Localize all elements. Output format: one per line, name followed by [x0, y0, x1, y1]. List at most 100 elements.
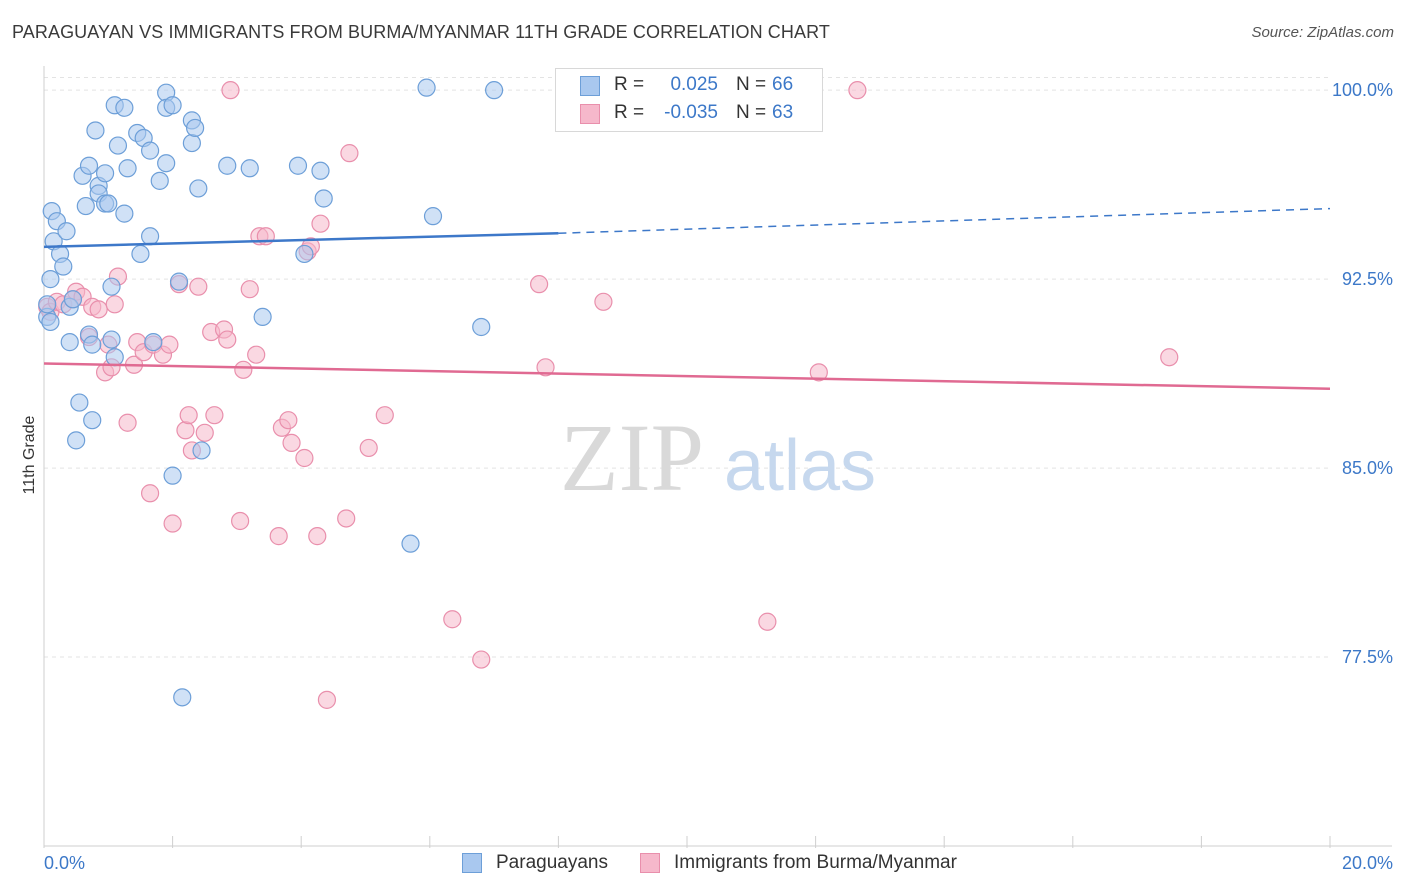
- burma-point: [189, 277, 208, 296]
- paraguayans-point: [60, 333, 79, 352]
- paraguayans-point: [115, 204, 134, 223]
- paraguayans-point: [41, 270, 60, 289]
- burma-point: [472, 650, 491, 669]
- n-label: N =: [736, 74, 767, 95]
- pink-swatch: [580, 104, 600, 124]
- paraguayans-point: [253, 307, 272, 327]
- y-tick-label: 85.0%: [1342, 458, 1393, 478]
- burma-point: [279, 411, 298, 430]
- burma-point: [536, 358, 555, 377]
- x-tick-label: 0.0%: [44, 853, 85, 873]
- paraguayans-point: [41, 312, 60, 332]
- paraguayans-point: [76, 196, 95, 216]
- stats-row-paraguayans: R = 0.025 N = 66: [556, 73, 822, 99]
- burma-point: [247, 345, 266, 364]
- burma-point: [105, 295, 124, 314]
- r-label: R =: [614, 74, 645, 95]
- chart-title: PARAGUAYAN VS IMMIGRANTS FROM BURMA/MYAN…: [12, 22, 830, 42]
- paraguayans-point: [472, 317, 491, 337]
- burma-point: [375, 406, 394, 425]
- burma-point: [317, 690, 337, 709]
- watermark-atlas: atlas: [724, 426, 876, 506]
- burma-point: [269, 527, 288, 546]
- burma-point: [308, 527, 327, 546]
- burma-point: [160, 335, 179, 354]
- paraguayans-point: [189, 179, 208, 198]
- paraguayans-point: [102, 277, 121, 296]
- trend-lines: [43, 207, 1331, 390]
- series-paraguayans-points: [38, 78, 504, 707]
- burma-point: [179, 406, 198, 425]
- paraguayans-point: [157, 154, 176, 173]
- y-tick-label: 92.5%: [1342, 269, 1393, 289]
- y-tick-label: 100.0%: [1332, 80, 1393, 100]
- burma-trend-line: [43, 362, 1331, 390]
- paraguayans-point: [38, 295, 57, 314]
- paraguayans-point: [95, 164, 115, 183]
- burma-point: [282, 433, 301, 452]
- paraguayans-trend-line: [43, 232, 559, 249]
- burma-point: [163, 514, 182, 533]
- burma-point: [295, 448, 314, 468]
- paraguayans-point: [131, 244, 150, 264]
- paraguayans-point: [186, 118, 205, 138]
- paraguayans-point: [63, 290, 83, 309]
- blue-swatch: [462, 853, 482, 873]
- paraguayans-point: [163, 96, 182, 115]
- burma-point: [359, 438, 378, 458]
- y-tick-label: 77.5%: [1342, 647, 1393, 667]
- burma-point: [89, 300, 108, 319]
- paraguayans-point: [54, 257, 73, 276]
- blue-swatch: [580, 76, 600, 96]
- burma-point: [140, 484, 160, 503]
- legend-item-burma[interactable]: Immigrants from Burma/Myanmar: [640, 852, 1000, 876]
- paraguayans-point: [485, 81, 504, 100]
- n-value: 66: [772, 74, 794, 95]
- legend-label: Immigrants from Burma/Myanmar: [674, 852, 957, 873]
- burma-point: [118, 413, 137, 432]
- watermark: ZIP atlas: [560, 404, 876, 511]
- paraguayans-point: [423, 207, 443, 226]
- burma-point: [340, 144, 359, 163]
- series-burma-points: [38, 81, 1179, 709]
- burma-point: [337, 509, 356, 528]
- burma-point: [240, 280, 259, 299]
- burma-point: [848, 81, 867, 100]
- n-label: N =: [736, 102, 767, 123]
- x-tick-labels: 0.0% 20.0%: [44, 853, 1393, 873]
- paraguayans-point: [144, 333, 163, 352]
- y-axis-label: 11th Grade: [21, 415, 38, 495]
- paraguayans-point: [67, 431, 86, 450]
- r-label: R =: [614, 102, 645, 123]
- pink-swatch: [640, 853, 660, 873]
- paraguayans-point: [108, 136, 128, 155]
- burma-point: [176, 421, 195, 440]
- paraguayans-point: [173, 688, 192, 707]
- paraguayans-point: [70, 393, 89, 412]
- paraguayans-point: [140, 141, 160, 160]
- paraguayans-point: [163, 466, 182, 485]
- n-value: 63: [772, 102, 794, 123]
- y-tick-labels: 77.5% 85.0% 92.5% 100.0%: [1332, 80, 1393, 667]
- paraguayans-point: [182, 133, 201, 153]
- burma-point: [443, 610, 462, 629]
- watermark-zip: ZIP: [560, 404, 704, 511]
- burma-point: [221, 81, 240, 100]
- r-value: -0.035: [664, 102, 718, 123]
- paraguayans-point: [288, 156, 308, 175]
- burma-point: [758, 612, 777, 631]
- paraguayans-point: [169, 272, 189, 291]
- paraguayans-point: [83, 411, 102, 430]
- burma-point: [231, 511, 250, 531]
- paraguayans-point: [118, 159, 137, 178]
- burma-point: [195, 423, 214, 442]
- x-tick-label: 20.0%: [1342, 853, 1393, 873]
- burma-point: [594, 292, 613, 311]
- legend-label: Paraguayans: [496, 852, 608, 873]
- paraguayans-point: [311, 161, 330, 180]
- legend-item-paraguayans[interactable]: Paraguayans: [462, 852, 632, 876]
- burma-point: [809, 363, 828, 382]
- paraguayans-point: [115, 98, 134, 117]
- burma-point: [205, 406, 224, 425]
- burma-point: [218, 330, 237, 349]
